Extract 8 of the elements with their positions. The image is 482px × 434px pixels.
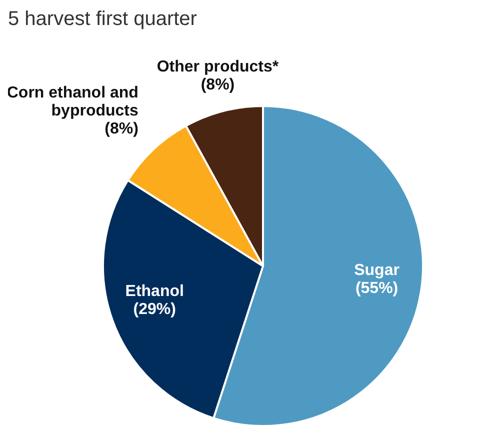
chart-title: 5 harvest first quarter [8,8,198,32]
data-label: (29%) [133,301,176,318]
data-label: (8%) [104,120,138,138]
slice-label: Ethanol [125,283,184,300]
slice-label: Sugar [354,262,400,280]
data-label: (8%) [200,76,235,94]
data-label: (55%) [355,280,398,298]
slice-label: Other products* [156,58,280,76]
